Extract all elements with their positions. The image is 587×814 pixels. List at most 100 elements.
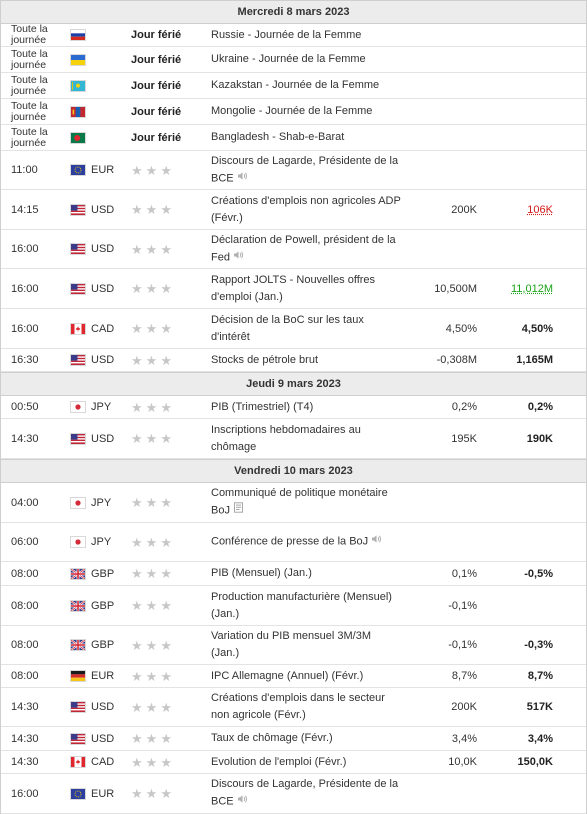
event-row[interactable]: Toute la journée Jour férié Kazakstan - Jo… (1, 73, 586, 99)
importance-stars: ★ ★ ★ (131, 626, 203, 664)
event-name[interactable]: Stocks de pétrole brut (211, 349, 401, 371)
event-row[interactable]: 00:50 JPY ★ ★ ★ PIB (Trimestriel) (T4) 0,2% 0,2… (1, 396, 586, 419)
event-row[interactable]: 11:00 EUR ★ ★ ★ Discours de Lagarde, Présiden… (1, 151, 586, 190)
forecast-value[interactable]: 11,012M (477, 269, 553, 308)
star-icon: ★ (131, 599, 143, 612)
forecast-value: 4,50% (477, 309, 553, 348)
event-time: 16:00 (11, 774, 67, 813)
event-text[interactable]: Bangladesh - Shab-e-Barat (211, 131, 344, 143)
importance-stars: ★ ★ ★ (131, 190, 203, 229)
flag-cell (71, 349, 87, 371)
event-row[interactable]: 08:00 GBP ★ ★ ★ PIB (Mensuel) (Jan.) 0,1% -0,5% (1, 562, 586, 586)
event-text[interactable]: Evolution de l'emploi (Févr.) (211, 756, 346, 768)
star-icon: ★ (131, 432, 143, 445)
actual-value: 10,500M (401, 269, 477, 308)
event-text-wrap: Taux de chômage (Févr.) (211, 730, 333, 747)
event-name[interactable]: Discours de Lagarde, Présidente de la BC… (211, 774, 401, 813)
event-text[interactable]: Production manufacturière (Mensuel) (Jan… (211, 591, 392, 620)
event-row[interactable]: 14:15 USD ★ ★ ★ Créations d'emplois non agric… (1, 190, 586, 230)
event-text[interactable]: Variation du PIB mensuel 3M/3M (Jan.) (211, 630, 371, 659)
star-icon: ★ (131, 639, 143, 652)
event-name[interactable]: Inscriptions hebdomadaires au chômage (211, 419, 401, 458)
importance-stars: ★ ★ ★ (131, 586, 203, 625)
event-row[interactable]: Toute la journée Jour férié Bangladesh - S… (1, 125, 586, 151)
event-row[interactable]: 16:30 USD ★ ★ ★ Stocks de pétrole brut -0,308M… (1, 349, 586, 372)
event-text[interactable]: Stocks de pétrole brut (211, 354, 318, 366)
currency: EUR (91, 774, 123, 813)
event-text[interactable]: PIB (Trimestriel) (T4) (211, 401, 313, 413)
event-row[interactable]: 08:00 GBP ★ ★ ★ Production manufacturière (Me… (1, 586, 586, 626)
event-name[interactable]: Taux de chômage (Févr.) (211, 727, 401, 750)
event-name[interactable]: Kazakstan - Journée de la Femme (211, 73, 401, 98)
event-row[interactable]: 16:00 USD ★ ★ ★ Rapport JOLTS - Nouvelles off… (1, 269, 586, 309)
stars-group: ★ ★ ★ (131, 670, 172, 683)
currency: EUR (91, 665, 123, 687)
event-row[interactable]: Toute la journée Jour férié Ukraine - Jour… (1, 47, 586, 73)
event-row[interactable]: 14:30 USD ★ ★ ★ Taux de chômage (Févr.) 3,4% 3,… (1, 727, 586, 751)
event-row[interactable]: 08:00 GBP ★ ★ ★ Variation du PIB mensuel 3M/3… (1, 626, 586, 665)
event-text[interactable]: Décision de la BoC sur les taux d'intérê… (211, 314, 364, 343)
report-icon[interactable] (233, 502, 244, 519)
event-name[interactable]: IPC Allemagne (Annuel) (Févr.) (211, 665, 401, 687)
event-row[interactable]: 14:30 USD ★ ★ ★ Créations d'emplois dans le s… (1, 688, 586, 727)
forecast-value[interactable]: 106K (477, 190, 553, 229)
event-name[interactable]: PIB (Mensuel) (Jan.) (211, 562, 401, 585)
event-text[interactable]: Kazakstan - Journée de la Femme (211, 79, 379, 91)
event-name[interactable]: Russie - Journée de la Femme (211, 24, 401, 46)
event-name[interactable]: PIB (Trimestriel) (T4) (211, 396, 401, 418)
currency: USD (91, 688, 123, 726)
event-row[interactable]: 16:00 EUR ★ ★ ★ Discours de Lagarde, Présiden… (1, 774, 586, 814)
event-name[interactable]: Discours de Lagarde, Présidente de la BC… (211, 151, 401, 189)
event-name[interactable]: Ukraine - Journée de la Femme (211, 47, 401, 72)
event-text[interactable]: Mongolie - Journée de la Femme (211, 105, 372, 117)
day-header: Mercredi 8 mars 2023 (1, 0, 586, 24)
event-text[interactable]: Créations d'emplois non agricoles ADP (F… (211, 195, 401, 224)
currency: GBP (91, 562, 123, 585)
event-text[interactable]: Conférence de presse de la BoJ (211, 536, 368, 548)
event-row[interactable]: 08:00 EUR ★ ★ ★ IPC Allemagne (Annuel) (Févr.… (1, 665, 586, 688)
event-row[interactable]: 04:00 JPY ★ ★ ★ Communiqué de politique monét… (1, 483, 586, 523)
event-row[interactable]: 14:30 USD ★ ★ ★ Inscriptions hebdomadaires au… (1, 419, 586, 459)
actual-value: 195K (401, 419, 477, 458)
star-icon: ★ (131, 756, 143, 769)
event-row[interactable]: 16:00 CAD ★ ★ ★ Décision de la BoC sur les ta… (1, 309, 586, 349)
importance-stars: ★ ★ ★ (131, 688, 203, 726)
event-text[interactable]: Créations d'emplois dans le secteur non … (211, 692, 385, 721)
event-name[interactable]: Mongolie - Journée de la Femme (211, 99, 401, 124)
event-name[interactable]: Rapport JOLTS - Nouvelles offres d'emplo… (211, 269, 401, 308)
event-row[interactable]: Toute la journée Jour férié Mongolie - Jou… (1, 99, 586, 125)
star-icon: ★ (146, 243, 158, 256)
forecast-value: 0,2% (477, 396, 553, 418)
star-icon: ★ (160, 496, 172, 509)
event-text[interactable]: Rapport JOLTS - Nouvelles offres d'emplo… (211, 274, 375, 303)
importance-stars: ★ ★ ★ (131, 751, 203, 773)
event-text[interactable]: Russie - Journée de la Femme (211, 29, 361, 41)
event-name[interactable]: Décision de la BoC sur les taux d'intérê… (211, 309, 401, 348)
event-name[interactable]: Evolution de l'emploi (Févr.) (211, 751, 401, 773)
event-text[interactable]: PIB (Mensuel) (Jan.) (211, 567, 312, 579)
event-row[interactable]: 06:00 JPY ★ ★ ★ Conférence de presse de la Bo… (1, 523, 586, 562)
event-name[interactable]: Déclaration de Powell, président de la F… (211, 230, 401, 268)
event-text[interactable]: Taux de chômage (Févr.) (211, 732, 333, 744)
event-row[interactable]: 16:00 USD ★ ★ ★ Déclaration de Powell, présid… (1, 230, 586, 269)
event-name[interactable]: Créations d'emplois non agricoles ADP (F… (211, 190, 401, 229)
event-text[interactable]: Inscriptions hebdomadaires au chômage (211, 424, 361, 453)
event-name[interactable]: Production manufacturière (Mensuel) (Jan… (211, 586, 401, 625)
star-icon: ★ (131, 203, 143, 216)
event-name[interactable]: Créations d'emplois dans le secteur non … (211, 688, 401, 726)
star-icon: ★ (160, 401, 172, 414)
stars-group: ★ ★ ★ (131, 432, 172, 445)
forecast-value: 150,0K (477, 751, 553, 773)
event-name[interactable]: Conférence de presse de la BoJ (211, 523, 401, 561)
stars-group: ★ ★ ★ (131, 203, 172, 216)
event-row[interactable]: Toute la journée Jour férié Russie - Journ… (1, 24, 586, 47)
event-name[interactable]: Variation du PIB mensuel 3M/3M (Jan.) (211, 626, 401, 664)
event-text[interactable]: Ukraine - Journée de la Femme (211, 53, 366, 65)
event-text[interactable]: IPC Allemagne (Annuel) (Févr.) (211, 670, 363, 682)
star-icon: ★ (146, 496, 158, 509)
event-name[interactable]: Communiqué de politique monétaire BoJ (211, 483, 401, 522)
currency: JPY (91, 396, 123, 418)
event-time: 14:30 (11, 727, 67, 750)
event-row[interactable]: 14:30 CAD ★ ★ ★ Evolution de l'emploi (Févr.)… (1, 751, 586, 774)
event-name[interactable]: Bangladesh - Shab-e-Barat (211, 125, 401, 150)
